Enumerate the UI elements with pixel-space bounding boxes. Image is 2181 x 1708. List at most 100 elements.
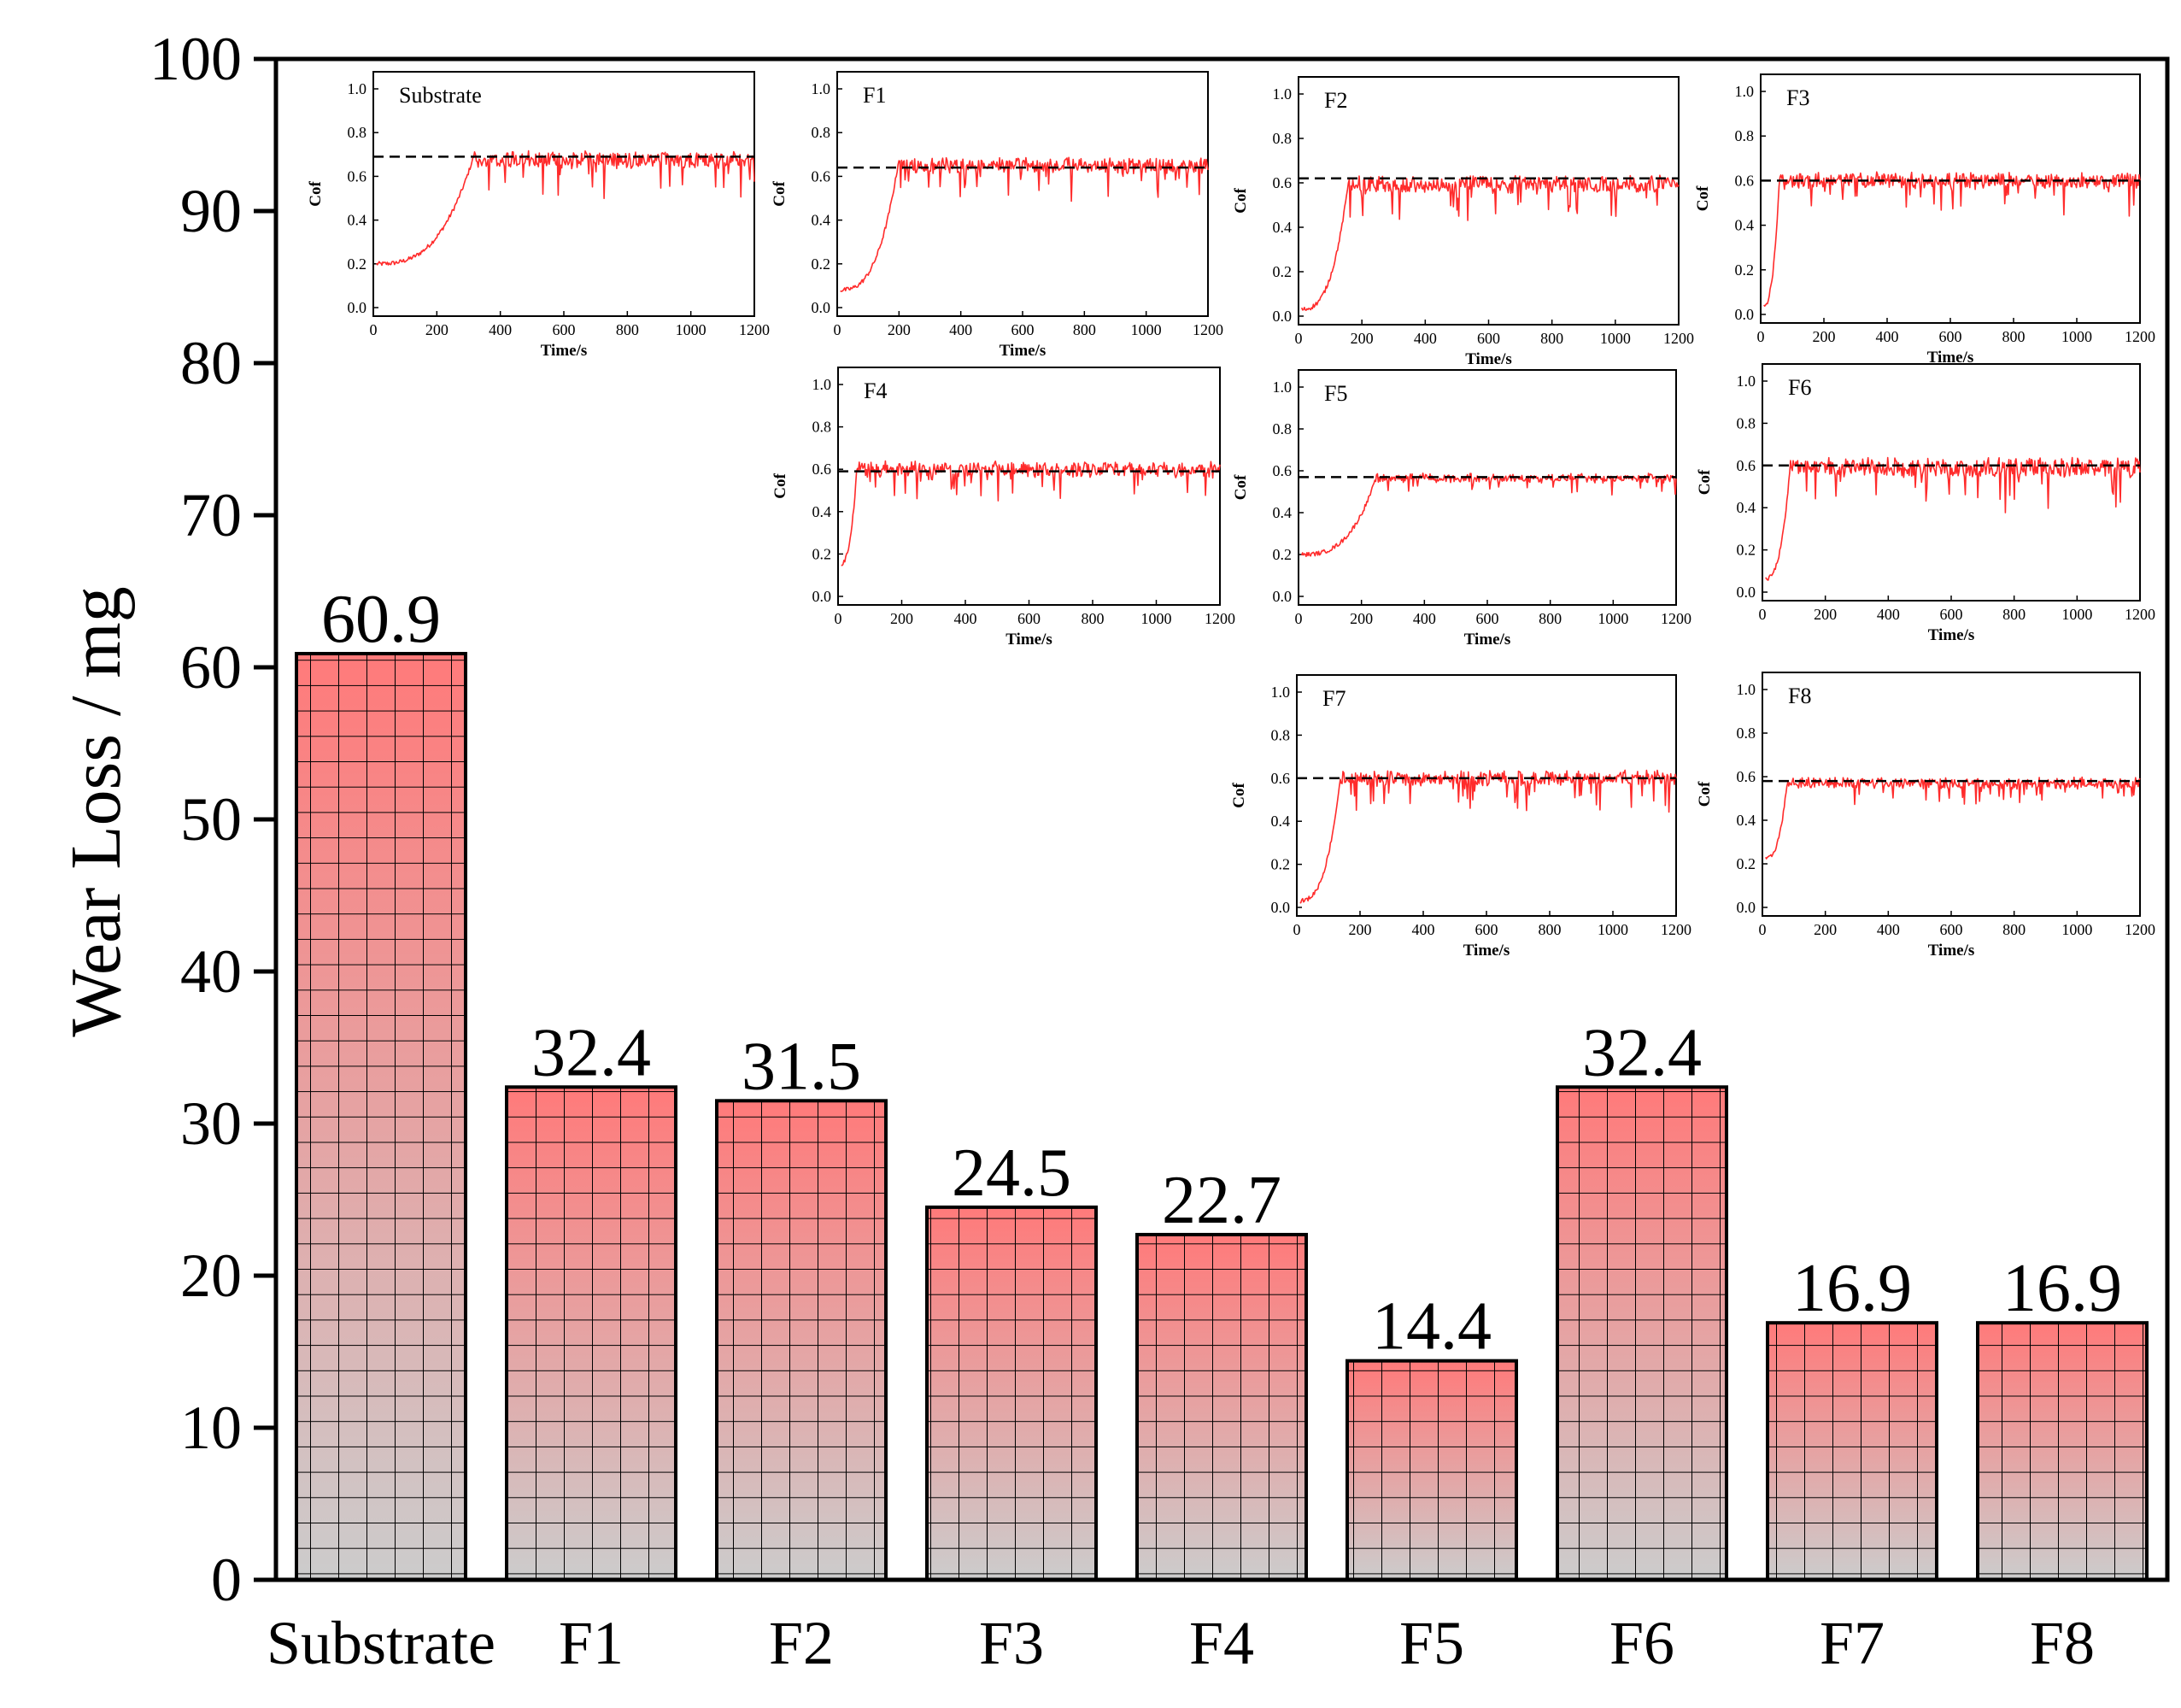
cof-inset-f6: 0.0 0.2 0.4 0.6 0.8 1.0 0 200 400 600 800 1000 1200 T…: [1696, 363, 2155, 644]
inset-y-tick-label: 0.6: [1273, 174, 1293, 191]
inset-y-tick-label: 0.0: [812, 588, 832, 605]
inset-x-tick-label: 1200: [2125, 606, 2155, 623]
inset-x-tick-label: 400: [489, 321, 512, 338]
inset-x-tick-label: 1000: [676, 321, 706, 338]
inset-x-tick-label: 200: [1349, 921, 1372, 938]
bar-hatch: [296, 653, 466, 1580]
y-tick-label: 10: [180, 1394, 242, 1462]
inset-panel-label: F1: [863, 83, 886, 108]
inset-x-tick-label: 0: [370, 321, 378, 338]
inset-x-tick-label: 200: [1814, 921, 1837, 938]
inset-y-tick-label: 0.6: [348, 167, 367, 185]
inset-x-tick-label: 1200: [1661, 921, 1691, 938]
inset-y-label: Cof: [307, 181, 325, 207]
y-tick-label: 70: [180, 481, 242, 549]
inset-x-tick-label: 400: [1876, 328, 1899, 345]
inset-y-tick-label: 0.6: [812, 461, 832, 478]
inset-y-tick-label: 0.8: [1737, 725, 1756, 742]
inset-x-tick-label: 800: [2002, 328, 2026, 345]
inset-y-tick-label: 1.0: [1735, 83, 1755, 100]
inset-x-tick-label: 800: [2002, 921, 2026, 938]
inset-frame: [837, 367, 1221, 606]
inset-y-tick-label: 0.2: [1737, 542, 1756, 559]
inset-y-tick-label: 0.4: [1273, 219, 1293, 236]
x-tick-label: F1: [559, 1609, 624, 1677]
cof-trace: [840, 156, 1209, 292]
value-label: 16.9: [1792, 1251, 1912, 1326]
cof-inset-f7: 0.0 0.2 0.4 0.6 0.8 1.0 0 200 400 600 800 1000 1200 T…: [1230, 674, 1691, 960]
inset-x-label: Time/s: [1464, 631, 1511, 649]
inset-x-tick-label: 0: [835, 610, 842, 627]
inset-y-label: Cof: [1232, 188, 1250, 214]
inset-y-tick-label: 0.4: [1273, 504, 1293, 521]
inset-y-tick-label: 0.0: [1737, 584, 1756, 601]
inset-x-tick-label: 1200: [739, 321, 770, 338]
inset-x-tick-label: 200: [1350, 610, 1373, 627]
inset-x-label: Time/s: [1927, 349, 1974, 367]
inset-x-tick-label: 400: [1877, 921, 1900, 938]
cof-inset-f5: 0.0 0.2 0.4 0.6 0.8 1.0 0 200 400 600 800 1000 1200 T…: [1232, 369, 1691, 649]
inset-panel-label: F6: [1788, 375, 1811, 400]
x-tick-label: F3: [979, 1609, 1044, 1677]
inset-x-tick-label: 200: [1814, 606, 1837, 623]
inset-y-tick-label: 1.0: [1737, 373, 1756, 390]
inset-x-tick-label: 1200: [1663, 330, 1694, 347]
inset-x-tick-label: 1000: [1131, 321, 1162, 338]
inset-x-tick-label: 600: [1939, 328, 1962, 345]
inset-x-tick-label: 400: [1877, 606, 1900, 623]
inset-y-label: Cof: [771, 181, 789, 207]
inset-x-tick-label: 1000: [1141, 610, 1172, 627]
inset-frame: [1762, 363, 2141, 602]
inset-x-tick-label: 800: [1539, 921, 1562, 938]
inset-x-tick-label: 1000: [1598, 921, 1628, 938]
inset-y-tick-label: 0.4: [1737, 499, 1756, 516]
inset-x-tick-label: 400: [954, 610, 977, 627]
value-label: 16.9: [2002, 1251, 2122, 1326]
inset-x-label: Time/s: [1005, 631, 1052, 649]
cof-inset-f2: 0.0 0.2 0.4 0.6 0.8 1.0 0 200 400 600 800 1000 1200 T…: [1232, 76, 1694, 368]
inset-x-tick-label: 600: [1017, 610, 1041, 627]
inset-x-tick-label: 800: [1082, 610, 1105, 627]
inset-frame: [1762, 672, 2141, 917]
inset-x-tick-label: 600: [553, 321, 576, 338]
inset-y-tick-label: 1.0: [1273, 379, 1293, 396]
inset-y-tick-label: 0.6: [1735, 172, 1755, 189]
inset-x-label: Time/s: [1928, 942, 1975, 960]
inset-x-tick-label: 0: [1295, 330, 1303, 347]
inset-x-tick-label: 1000: [2061, 921, 2092, 938]
cof-inset-f8: 0.0 0.2 0.4 0.6 0.8 1.0 0 200 400 600 800 1000 1200 T…: [1696, 672, 2155, 960]
inset-panel-label: F5: [1324, 381, 1347, 406]
x-tick-label: Substrate: [267, 1609, 495, 1677]
inset-x-tick-label: 0: [1757, 328, 1765, 345]
value-label: 31.5: [742, 1029, 861, 1104]
bar-hatch: [927, 1206, 1096, 1580]
inset-y-tick-label: 0.0: [348, 299, 367, 316]
inset-y-tick-label: 0.4: [348, 212, 367, 229]
inset-frame: [372, 71, 755, 317]
inset-y-tick-label: 0.6: [1737, 768, 1756, 785]
inset-y-tick-label: 0.0: [1735, 306, 1755, 323]
inset-y-tick-label: 0.8: [1273, 130, 1293, 147]
inset-x-tick-label: 600: [1476, 610, 1499, 627]
inset-x-label: Time/s: [1000, 342, 1047, 360]
inset-x-tick-label: 0: [1759, 606, 1767, 623]
value-label: 32.4: [531, 1015, 651, 1090]
inset-x-tick-label: 200: [888, 321, 911, 338]
cof-trace: [376, 150, 755, 267]
inset-y-tick-label: 1.0: [348, 80, 367, 97]
inset-panel-label: F8: [1788, 684, 1811, 708]
cof-trace: [841, 460, 1221, 566]
inset-y-tick-label: 0.4: [812, 503, 832, 520]
inset-y-tick-label: 0.8: [1271, 726, 1291, 743]
cof-inset-f1: 0.0 0.2 0.4 0.6 0.8 1.0 0 200 400 600 800 1000 1200 T…: [771, 71, 1223, 360]
inset-x-label: Time/s: [1465, 350, 1512, 368]
inset-x-tick-label: 400: [1412, 921, 1435, 938]
inset-x-tick-label: 0: [1759, 921, 1767, 938]
inset-x-tick-label: 1000: [2061, 328, 2092, 345]
inset-y-label: Cof: [1232, 474, 1250, 500]
bar-hatch: [717, 1101, 886, 1580]
cof-trace: [1300, 472, 1677, 558]
inset-y-tick-label: 0.2: [812, 545, 832, 562]
axes-group: Substrate F1 F2 F3 F4 F5 F6 F7 F8 0 10 20 30 40 50 60 70…: [150, 25, 2170, 1677]
